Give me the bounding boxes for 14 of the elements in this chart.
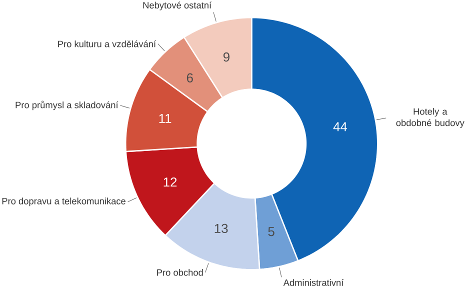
data-label: 13 <box>214 224 228 234</box>
slice-label: Pro dopravu a telekomunikace <box>2 198 126 206</box>
data-label: 12 <box>164 178 177 187</box>
slice-label: Administrativní <box>283 279 344 286</box>
slice-label: Pro obchod <box>157 269 203 276</box>
data-label: 11 <box>159 114 172 124</box>
data-label: 44 <box>333 122 348 132</box>
data-label: 5 <box>268 227 274 236</box>
data-label: 6 <box>186 74 193 83</box>
slice-label: Pro průmysl a skladování <box>16 100 118 110</box>
slice-label: Pro kulturu a vzdělávání <box>58 40 156 48</box>
slice-label: Nebytové ostatní <box>143 2 212 11</box>
slice-label: Hotely a obdobné budovy <box>396 108 464 128</box>
data-label: 9 <box>223 52 230 62</box>
